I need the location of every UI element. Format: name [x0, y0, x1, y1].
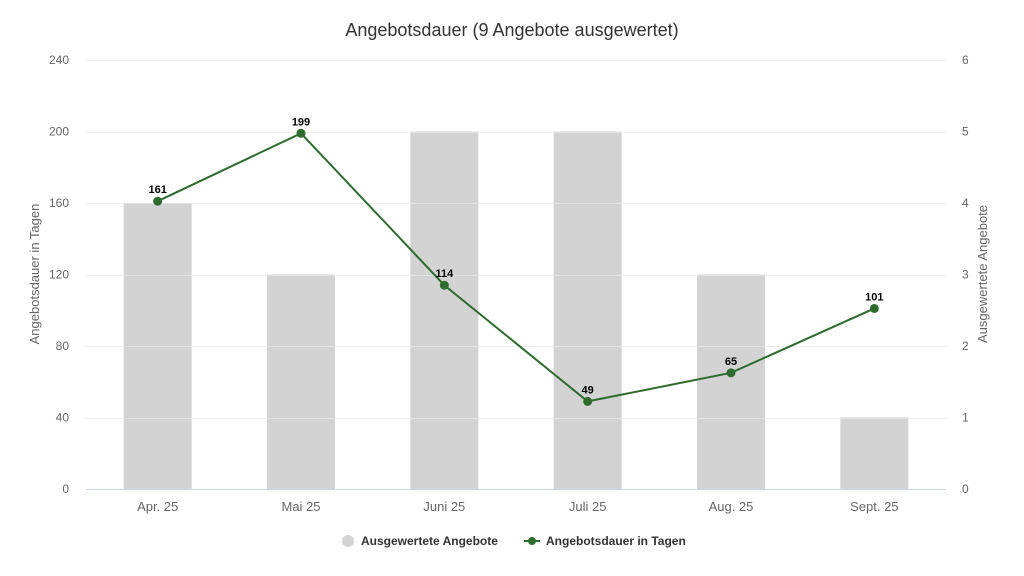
y2-tick-label: 4 — [962, 196, 969, 210]
bar[interactable] — [410, 131, 479, 490]
line-marker-dot-icon — [528, 537, 536, 545]
legend: Ausgewertete Angebote Angebotsdauer in T… — [342, 534, 686, 548]
y-tick-label: 0 — [62, 482, 69, 496]
circle-marker-icon — [342, 535, 354, 547]
y-tick-label: 120 — [49, 268, 69, 282]
bar-series — [123, 131, 909, 490]
bar[interactable] — [267, 274, 335, 490]
y2-tick-label: 1 — [962, 411, 969, 425]
y-axis-right-ticks: 0 1 2 3 4 5 6 — [962, 53, 969, 496]
line-point[interactable] — [153, 196, 163, 206]
y2-tick-label: 2 — [962, 339, 969, 353]
bar[interactable] — [123, 203, 192, 489]
line-series: 161 199 114 49 65 101 — [148, 116, 884, 406]
y2-tick-label: 5 — [962, 125, 969, 139]
data-label: 161 — [148, 184, 166, 196]
legend-item-bars[interactable]: Ausgewertete Angebote — [342, 534, 498, 548]
x-tick-label: Juli 25 — [569, 499, 607, 514]
x-tick-label: Aug. 25 — [709, 499, 754, 514]
gridlines — [86, 60, 946, 419]
data-label: 199 — [292, 116, 310, 128]
y2-tick-label: 3 — [962, 268, 969, 282]
line-point[interactable] — [296, 128, 306, 138]
data-label: 101 — [865, 291, 883, 303]
y2-tick-label: 0 — [962, 482, 969, 496]
y-axis-left-title: Angebotsdauer in Tagen — [27, 204, 42, 345]
y-tick-label: 240 — [49, 53, 69, 67]
data-label: 49 — [582, 384, 594, 396]
bar[interactable] — [840, 417, 909, 490]
gridlines-overlay — [86, 60, 946, 419]
y-tick-label: 80 — [56, 339, 70, 353]
legend-label: Ausgewertete Angebote — [361, 534, 498, 548]
x-tick-label: Juni 25 — [423, 499, 465, 514]
line-point[interactable] — [583, 396, 593, 406]
y-tick-label: 40 — [56, 411, 70, 425]
data-label: 114 — [435, 268, 454, 280]
legend-item-line[interactable]: Angebotsdauer in Tagen — [524, 534, 686, 548]
bar[interactable] — [697, 274, 765, 490]
y-axis-left-ticks: 0 40 80 120 160 200 240 — [49, 53, 69, 496]
chart-title: Angebotsdauer (9 Angebote ausgewertet) — [345, 20, 678, 40]
legend-label: Angebotsdauer in Tagen — [546, 534, 686, 548]
line-path — [157, 132, 875, 403]
y2-tick-label: 6 — [962, 53, 969, 67]
bar[interactable] — [553, 131, 622, 490]
y-tick-label: 200 — [49, 125, 69, 139]
x-tick-label: Mai 25 — [281, 499, 320, 514]
data-label: 65 — [725, 356, 737, 368]
x-tick-label: Sept. 25 — [850, 499, 898, 514]
line-point[interactable] — [869, 303, 879, 313]
x-axis-ticks: Apr. 25 Mai 25 Juni 25 Juli 25 Aug. 25 Sept. … — [137, 499, 898, 514]
y-tick-label: 160 — [49, 196, 69, 210]
line-point[interactable] — [726, 368, 736, 378]
line-point[interactable] — [439, 280, 449, 290]
x-tick-label: Apr. 25 — [137, 499, 178, 514]
y-axis-right-title: Ausgewertete Angebote — [975, 205, 990, 343]
